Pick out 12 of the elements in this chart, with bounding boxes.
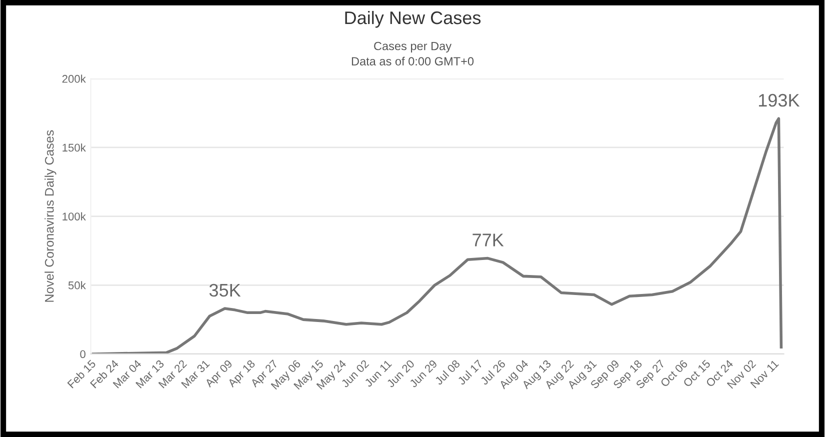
annotation: 35K [209,284,241,297]
y-tick-label: 100k [62,212,86,220]
chart-title: Daily New Cases [345,10,481,28]
annotation: 77K [472,234,504,246]
annotation: 193K [758,94,800,107]
y-tick-label: 0 [80,350,86,358]
line-series [92,117,783,354]
y-tick-label: 50k [68,281,86,290]
y-tick-label: 200k [62,74,86,83]
chart-subtitle: Cases per Day Data as of 0:00 GMT+0 [352,42,474,66]
y-tick-label: 150k [62,143,86,152]
y-axis-title: Novel Coronavirus Daily Cases [44,130,56,302]
